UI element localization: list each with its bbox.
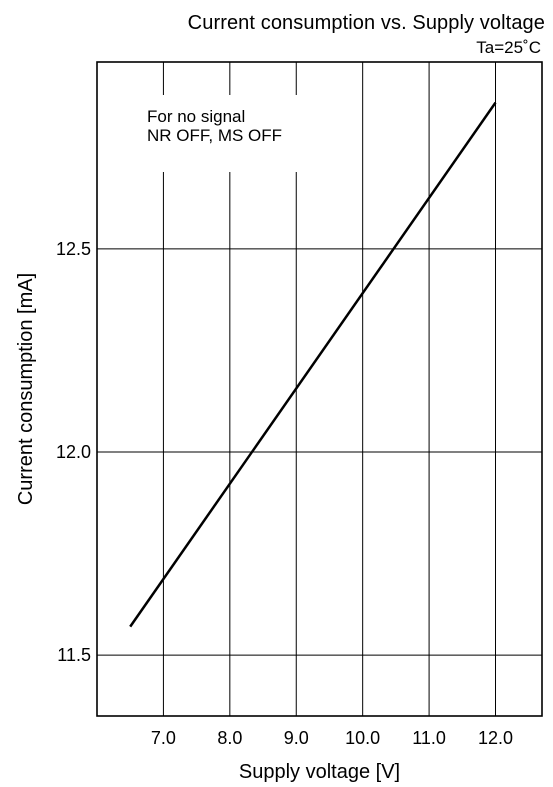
y-tick-label: 11.5 [57,645,91,665]
data-series [129,101,497,628]
annotation-line: For no signal [147,107,245,126]
x-tick-label: 8.0 [217,728,242,748]
chart-title: Current consumption vs. Supply voltage [187,12,545,34]
x-tick-label: 9.0 [284,728,309,748]
x-axis-label: Supply voltage [V] [239,761,400,783]
x-tick-label: 10.0 [345,728,380,748]
y-axis-label: Current consumption [mA] [15,273,37,505]
x-tick-label: 12.0 [478,728,513,748]
x-tick-labels: 7.0 8.0 9.0 10.0 11.0 12.0 [151,728,513,748]
annotation-line: NR OFF, MS OFF [147,126,282,145]
x-tick-label: 11.0 [412,728,446,748]
y-tick-label: 12.0 [56,442,91,462]
plot-frame [96,61,543,717]
x-tick-label: 7.0 [151,728,176,748]
y-tick-label: 12.5 [56,239,91,259]
y-tick-labels: 11.5 12.0 12.5 [56,239,91,665]
temperature-condition: Ta=25˚C [476,38,541,57]
series-line [129,101,497,628]
annotation-background [135,95,355,172]
